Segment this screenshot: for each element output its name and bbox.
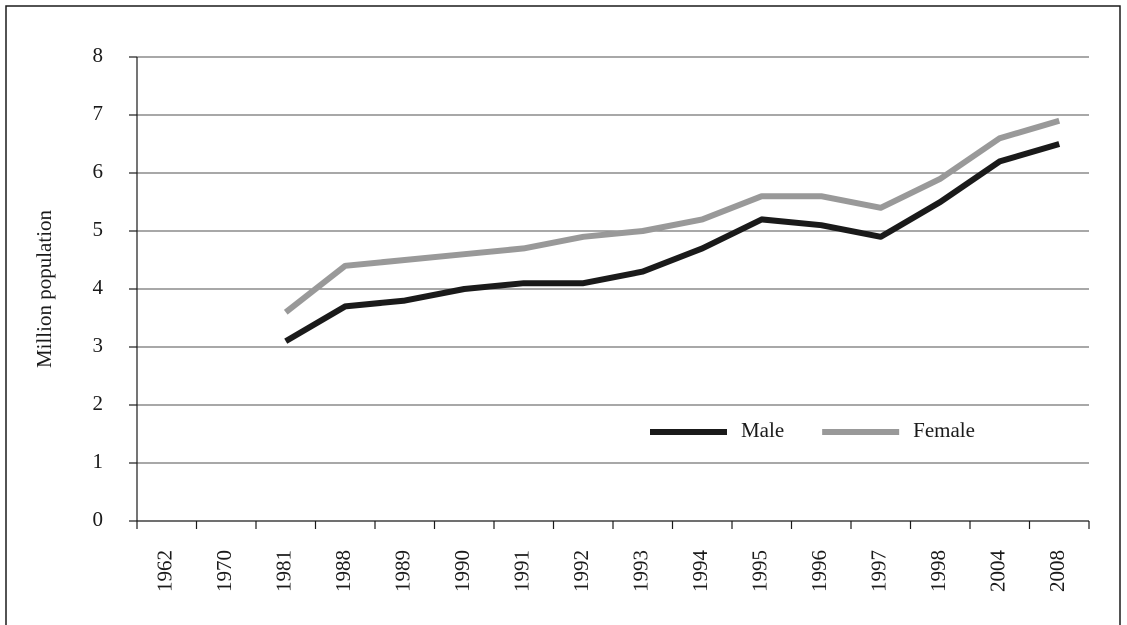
x-tick-label: 1994 xyxy=(688,550,712,593)
y-tick-label: 8 xyxy=(93,43,104,67)
legend-label: Male xyxy=(741,418,784,442)
x-tick-label: 1981 xyxy=(272,550,296,592)
legend-label: Female xyxy=(913,418,975,442)
x-tick-label: 1996 xyxy=(807,550,831,592)
x-tick-label: 1993 xyxy=(629,550,653,592)
y-tick-label: 0 xyxy=(93,507,104,531)
y-tick-label: 7 xyxy=(93,101,104,125)
y-tick-label: 6 xyxy=(93,159,104,183)
y-axis-title: Million population xyxy=(32,209,56,368)
x-tick-label: 1998 xyxy=(926,550,950,592)
series-line xyxy=(284,141,1061,344)
x-tick-label: 1992 xyxy=(569,550,593,592)
y-tick-label: 2 xyxy=(93,391,104,415)
x-tick-label: 1970 xyxy=(212,550,236,592)
series-line xyxy=(283,117,1061,315)
y-tick-label: 3 xyxy=(93,333,104,357)
x-tick-label: 2008 xyxy=(1045,550,1069,592)
x-tick-label: 1988 xyxy=(331,550,355,592)
x-tick-label: 2004 xyxy=(986,550,1010,593)
y-tick-label: 4 xyxy=(93,275,104,299)
x-tick-label: 1995 xyxy=(748,550,772,592)
x-tick-label: 1962 xyxy=(153,550,177,592)
x-tick-label: 1997 xyxy=(867,550,891,592)
x-tick-label: 1989 xyxy=(391,550,415,592)
y-tick-label: 1 xyxy=(93,449,104,473)
x-tick-label: 1991 xyxy=(510,550,534,592)
chart-border xyxy=(5,5,1121,625)
y-tick-label: 5 xyxy=(93,217,104,241)
x-tick-label: 1990 xyxy=(450,550,474,592)
